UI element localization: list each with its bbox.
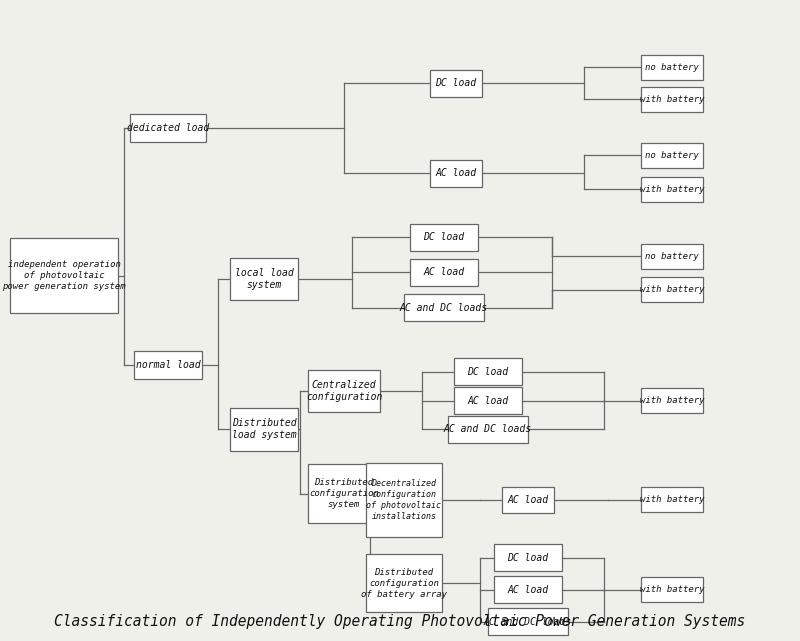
Text: independent operation
of photovoltaic
power generation system: independent operation of photovoltaic po… — [2, 260, 126, 291]
FancyBboxPatch shape — [641, 277, 703, 302]
FancyBboxPatch shape — [641, 577, 703, 603]
Text: DC load: DC load — [435, 78, 477, 88]
Text: AC load: AC load — [507, 495, 549, 505]
FancyBboxPatch shape — [494, 576, 562, 603]
Text: DC load: DC load — [467, 367, 509, 377]
FancyBboxPatch shape — [230, 258, 298, 300]
Text: AC load: AC load — [423, 267, 465, 278]
FancyBboxPatch shape — [641, 487, 703, 513]
Text: with battery: with battery — [640, 95, 704, 104]
Text: AC and DC loads: AC and DC loads — [444, 424, 532, 435]
Text: DC load: DC load — [423, 232, 465, 242]
FancyBboxPatch shape — [430, 160, 482, 187]
Text: no battery: no battery — [645, 63, 699, 72]
Text: with battery: with battery — [640, 585, 704, 594]
FancyBboxPatch shape — [448, 416, 528, 443]
FancyBboxPatch shape — [308, 370, 381, 412]
Text: no battery: no battery — [645, 252, 699, 261]
FancyBboxPatch shape — [410, 259, 478, 286]
Text: with battery: with battery — [640, 285, 704, 294]
Text: AC and DC loads: AC and DC loads — [484, 617, 572, 627]
Text: AC load: AC load — [435, 168, 477, 178]
FancyBboxPatch shape — [130, 114, 206, 142]
FancyBboxPatch shape — [494, 544, 562, 571]
Text: local load
system: local load system — [234, 268, 294, 290]
Text: no battery: no battery — [645, 151, 699, 160]
FancyBboxPatch shape — [10, 238, 118, 313]
Text: AC load: AC load — [507, 585, 549, 595]
FancyBboxPatch shape — [410, 224, 478, 251]
Text: Distributed
configuration
of battery array: Distributed configuration of battery arr… — [361, 568, 447, 599]
Text: with battery: with battery — [640, 495, 704, 504]
Text: AC load: AC load — [467, 395, 509, 406]
Text: Centralized
configuration: Centralized configuration — [306, 380, 382, 402]
Text: normal load: normal load — [136, 360, 200, 370]
FancyBboxPatch shape — [502, 487, 554, 513]
FancyBboxPatch shape — [134, 351, 202, 379]
Text: Distributed
load system: Distributed load system — [232, 419, 296, 440]
FancyBboxPatch shape — [641, 244, 703, 269]
FancyBboxPatch shape — [454, 387, 522, 414]
FancyBboxPatch shape — [641, 176, 703, 201]
Text: dedicated load: dedicated load — [127, 123, 209, 133]
FancyBboxPatch shape — [366, 463, 442, 537]
FancyBboxPatch shape — [641, 87, 703, 112]
FancyBboxPatch shape — [641, 388, 703, 413]
FancyBboxPatch shape — [308, 464, 381, 523]
Text: Distributed
configuration
system: Distributed configuration system — [309, 478, 379, 509]
Text: Decentralized
configuration
of photovoltaic
installations: Decentralized configuration of photovolt… — [366, 479, 442, 520]
FancyBboxPatch shape — [430, 70, 482, 97]
Text: Classification of Independently Operating Photovoltaic Power Generation Systems: Classification of Independently Operatin… — [54, 615, 746, 629]
Text: DC load: DC load — [507, 553, 549, 563]
FancyBboxPatch shape — [230, 408, 298, 451]
FancyBboxPatch shape — [488, 608, 568, 635]
FancyBboxPatch shape — [404, 294, 485, 321]
FancyBboxPatch shape — [641, 54, 703, 79]
Text: with battery: with battery — [640, 185, 704, 194]
FancyBboxPatch shape — [366, 554, 442, 613]
FancyBboxPatch shape — [454, 358, 522, 385]
Text: AC and DC loads: AC and DC loads — [400, 303, 488, 313]
Text: with battery: with battery — [640, 396, 704, 405]
FancyBboxPatch shape — [641, 142, 703, 167]
